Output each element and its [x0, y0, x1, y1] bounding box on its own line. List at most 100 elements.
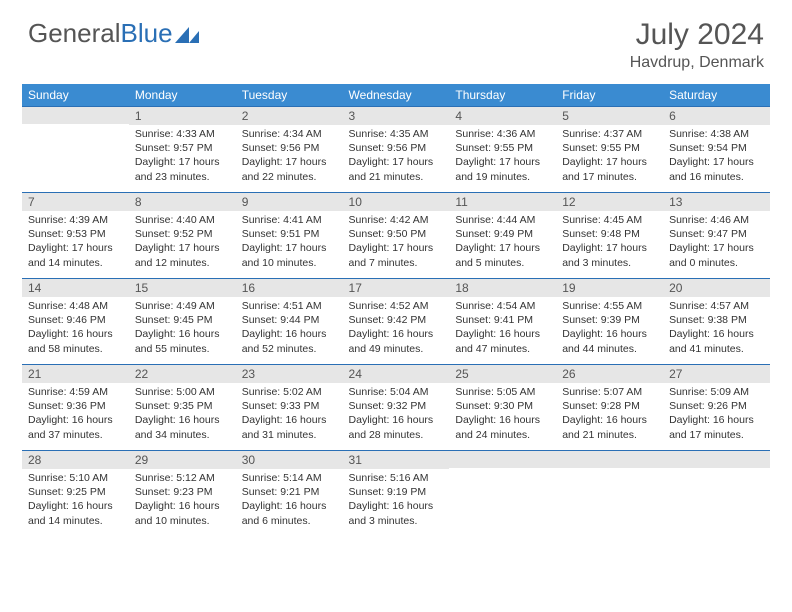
- sunrise-line: Sunrise: 4:54 AM: [455, 299, 550, 313]
- day-cell: 29Sunrise: 5:12 AMSunset: 9:23 PMDayligh…: [129, 451, 236, 537]
- sunset-line: Sunset: 9:55 PM: [455, 141, 550, 155]
- day-header: Wednesday: [343, 84, 450, 107]
- day-number: 25: [449, 365, 556, 383]
- day-cell: 23Sunrise: 5:02 AMSunset: 9:33 PMDayligh…: [236, 365, 343, 451]
- day-content: Sunrise: 4:40 AMSunset: 9:52 PMDaylight:…: [129, 211, 236, 274]
- day-content: Sunrise: 4:36 AMSunset: 9:55 PMDaylight:…: [449, 125, 556, 188]
- day-content: Sunrise: 4:42 AMSunset: 9:50 PMDaylight:…: [343, 211, 450, 274]
- sunrise-line: Sunrise: 4:46 AM: [669, 213, 764, 227]
- header: GeneralBlue July 2024 Havdrup, Denmark: [0, 0, 792, 76]
- daylight-line: Daylight: 16 hours and 6 minutes.: [242, 499, 337, 527]
- sunrise-line: Sunrise: 4:45 AM: [562, 213, 657, 227]
- sunset-line: Sunset: 9:50 PM: [349, 227, 444, 241]
- sunrise-line: Sunrise: 5:04 AM: [349, 385, 444, 399]
- sunset-line: Sunset: 9:23 PM: [135, 485, 230, 499]
- day-content: Sunrise: 5:10 AMSunset: 9:25 PMDaylight:…: [22, 469, 129, 532]
- day-cell: 10Sunrise: 4:42 AMSunset: 9:50 PMDayligh…: [343, 193, 450, 279]
- logo-text-1: General: [28, 18, 121, 49]
- sunset-line: Sunset: 9:52 PM: [135, 227, 230, 241]
- sunset-line: Sunset: 9:25 PM: [28, 485, 123, 499]
- day-content: Sunrise: 4:34 AMSunset: 9:56 PMDaylight:…: [236, 125, 343, 188]
- day-number: 31: [343, 451, 450, 469]
- sunrise-line: Sunrise: 4:34 AM: [242, 127, 337, 141]
- daylight-line: Daylight: 16 hours and 31 minutes.: [242, 413, 337, 441]
- sunset-line: Sunset: 9:30 PM: [455, 399, 550, 413]
- day-cell: 25Sunrise: 5:05 AMSunset: 9:30 PMDayligh…: [449, 365, 556, 451]
- logo-icon: [175, 25, 201, 43]
- daylight-line: Daylight: 17 hours and 5 minutes.: [455, 241, 550, 269]
- day-content: Sunrise: 4:48 AMSunset: 9:46 PMDaylight:…: [22, 297, 129, 360]
- day-cell: 30 Sunrise: 5:14 AMSunset: 9:21 PMDayligh…: [236, 451, 343, 537]
- sunset-line: Sunset: 9:54 PM: [669, 141, 764, 155]
- day-content: Sunrise: 4:44 AMSunset: 9:49 PMDaylight:…: [449, 211, 556, 274]
- day-number: 5: [556, 107, 663, 125]
- daylight-line: Daylight: 17 hours and 19 minutes.: [455, 155, 550, 183]
- day-number: 29: [129, 451, 236, 469]
- sunset-line: Sunset: 9:19 PM: [349, 485, 444, 499]
- day-number: [556, 451, 663, 468]
- day-cell: 18Sunrise: 4:54 AMSunset: 9:41 PMDayligh…: [449, 279, 556, 365]
- day-number: 19: [556, 279, 663, 297]
- day-number: 27: [663, 365, 770, 383]
- sunset-line: Sunset: 9:32 PM: [349, 399, 444, 413]
- daylight-line: Daylight: 17 hours and 7 minutes.: [349, 241, 444, 269]
- month-title: July 2024: [630, 18, 764, 52]
- daylight-line: Daylight: 16 hours and 24 minutes.: [455, 413, 550, 441]
- day-cell: [22, 107, 129, 193]
- logo: GeneralBlue: [28, 18, 201, 49]
- daylight-line: Daylight: 17 hours and 10 minutes.: [242, 241, 337, 269]
- day-header: Sunday: [22, 84, 129, 107]
- day-number: 2: [236, 107, 343, 125]
- day-content: Sunrise: 4:46 AMSunset: 9:47 PMDaylight:…: [663, 211, 770, 274]
- daylight-line: Daylight: 16 hours and 41 minutes.: [669, 327, 764, 355]
- day-content: Sunrise: 4:52 AMSunset: 9:42 PMDaylight:…: [343, 297, 450, 360]
- sunrise-line: Sunrise: 5:16 AM: [349, 471, 444, 485]
- daylight-line: Daylight: 16 hours and 52 minutes.: [242, 327, 337, 355]
- day-cell: 28Sunrise: 5:10 AMSunset: 9:25 PMDayligh…: [22, 451, 129, 537]
- day-content: Sunrise: 5:09 AMSunset: 9:26 PMDaylight:…: [663, 383, 770, 446]
- day-cell: 9Sunrise: 4:41 AMSunset: 9:51 PMDaylight…: [236, 193, 343, 279]
- sunset-line: Sunset: 9:33 PM: [242, 399, 337, 413]
- sunrise-line: Sunrise: 5:07 AM: [562, 385, 657, 399]
- sunrise-line: Sunrise: 5:00 AM: [135, 385, 230, 399]
- daylight-line: Daylight: 16 hours and 58 minutes.: [28, 327, 123, 355]
- day-content: Sunrise: 5:07 AMSunset: 9:28 PMDaylight:…: [556, 383, 663, 446]
- title-block: July 2024 Havdrup, Denmark: [630, 18, 764, 72]
- day-number: 1: [129, 107, 236, 125]
- sunset-line: Sunset: 9:49 PM: [455, 227, 550, 241]
- day-content: Sunrise: 4:54 AMSunset: 9:41 PMDaylight:…: [449, 297, 556, 360]
- sunrise-line: Sunrise: 5:14 AM: [242, 471, 337, 485]
- logo-text-2: Blue: [121, 18, 173, 49]
- day-header: Saturday: [663, 84, 770, 107]
- day-content: Sunrise: 5:12 AMSunset: 9:23 PMDaylight:…: [129, 469, 236, 532]
- day-number: 4: [449, 107, 556, 125]
- sunset-line: Sunset: 9:48 PM: [562, 227, 657, 241]
- week-row: 21Sunrise: 4:59 AMSunset: 9:36 PMDayligh…: [22, 365, 770, 451]
- sunrise-line: Sunrise: 4:49 AM: [135, 299, 230, 313]
- sunset-line: Sunset: 9:55 PM: [562, 141, 657, 155]
- day-number: [449, 451, 556, 468]
- sunset-line: Sunset: 9:44 PM: [242, 313, 337, 327]
- day-number: [663, 451, 770, 468]
- day-content: Sunrise: 4:33 AMSunset: 9:57 PMDaylight:…: [129, 125, 236, 188]
- sunset-line: Sunset: 9:21 PM: [242, 485, 337, 499]
- sunset-line: Sunset: 9:36 PM: [28, 399, 123, 413]
- sunset-line: Sunset: 9:45 PM: [135, 313, 230, 327]
- day-content: Sunrise: 5:04 AMSunset: 9:32 PMDaylight:…: [343, 383, 450, 446]
- sunset-line: Sunset: 9:57 PM: [135, 141, 230, 155]
- day-header: Monday: [129, 84, 236, 107]
- day-number: 30: [236, 451, 343, 469]
- daylight-line: Daylight: 16 hours and 21 minutes.: [562, 413, 657, 441]
- sunrise-line: Sunrise: 4:35 AM: [349, 127, 444, 141]
- day-number: 26: [556, 365, 663, 383]
- day-header: Tuesday: [236, 84, 343, 107]
- day-content: Sunrise: 4:37 AMSunset: 9:55 PMDaylight:…: [556, 125, 663, 188]
- sunrise-line: Sunrise: 4:41 AM: [242, 213, 337, 227]
- day-content: Sunrise: 4:57 AMSunset: 9:38 PMDaylight:…: [663, 297, 770, 360]
- day-cell: 8Sunrise: 4:40 AMSunset: 9:52 PMDaylight…: [129, 193, 236, 279]
- daylight-line: Daylight: 17 hours and 16 minutes.: [669, 155, 764, 183]
- daylight-line: Daylight: 16 hours and 37 minutes.: [28, 413, 123, 441]
- location-title: Havdrup, Denmark: [630, 54, 764, 72]
- daylight-line: Daylight: 16 hours and 17 minutes.: [669, 413, 764, 441]
- day-content: Sunrise: 4:35 AMSunset: 9:56 PMDaylight:…: [343, 125, 450, 188]
